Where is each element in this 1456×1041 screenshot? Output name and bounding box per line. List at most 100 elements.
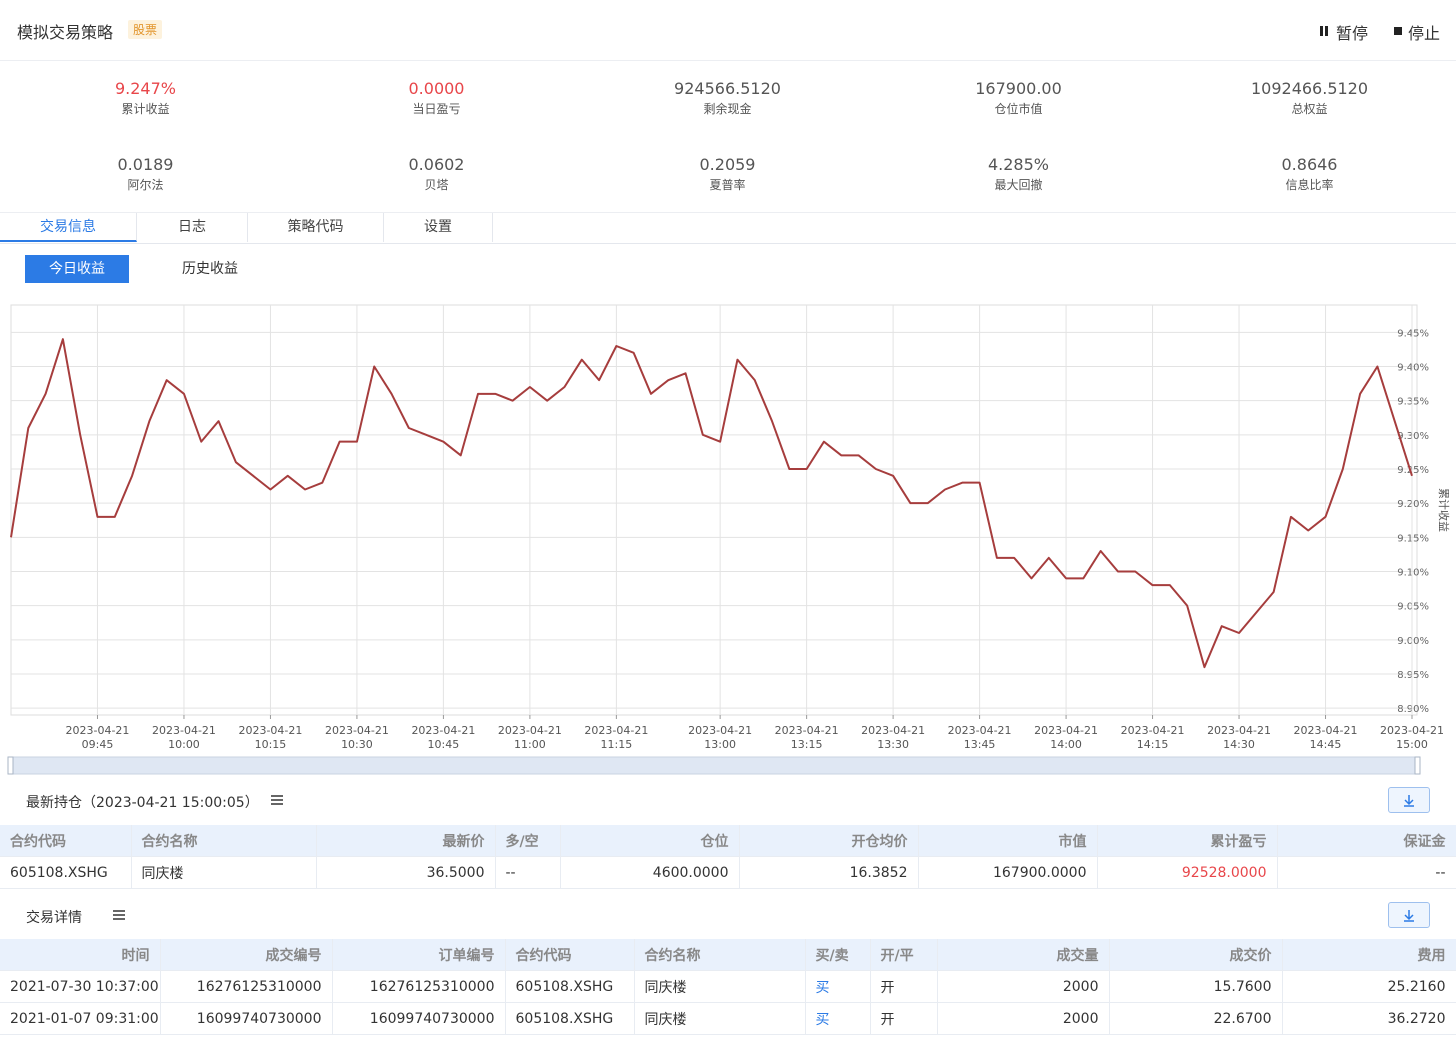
column-header: 仓位 [560, 825, 740, 857]
cell: 92528.0000 [1097, 856, 1278, 889]
column-header: 开/平 [870, 939, 938, 971]
cell: 同庆楼 [634, 970, 806, 1003]
y-tick-label: 9.40% [1397, 363, 1429, 374]
cell: -- [1277, 856, 1456, 889]
y-tick-label: 9.15% [1397, 533, 1429, 544]
zoom-slider[interactable] [7, 756, 1421, 775]
stop-button[interactable]: 停止 [1408, 24, 1441, 43]
stat-label: 贝塔 [424, 178, 449, 192]
stat-value: 0.2059 [699, 155, 756, 174]
stat-value: 0.0000 [408, 79, 465, 98]
chart: 8.90% 8.95% 9.00% 9.05% 9.10% 9.15% 9.20% 9.25%… [7, 304, 1451, 775]
cell: 22.6700 [1109, 1002, 1283, 1035]
y-tick-label: 8.90% [1397, 704, 1429, 715]
cell: 买 [805, 970, 871, 1003]
column-header: 订单编号 [332, 939, 506, 971]
tab[interactable]: 策略代码 [248, 213, 384, 242]
tab[interactable]: 日志 [137, 213, 248, 242]
x-tick-label: 2023-04-21 11:00 [498, 724, 562, 751]
cell: 36.5000 [316, 856, 496, 889]
x-tick-label: 2023-04-21 11:15 [584, 724, 648, 751]
column-header: 成交编号 [160, 939, 333, 971]
x-tick-label: 2023-04-21 14:45 [1294, 724, 1358, 751]
stat-value: 167900.00 [975, 79, 1062, 98]
column-header: 累计盈亏 [1097, 825, 1278, 857]
header-row: 时间 成交编号 订单编号 合约代码 合约名称 买/卖 开/平 成交量 成交价 费用 [0, 939, 1456, 971]
x-tick-label: 2023-04-21 13:30 [861, 724, 925, 751]
cell: 605108.XSHG [505, 970, 635, 1003]
stop-icon [1394, 27, 1402, 35]
row: 2021-07-30 10:37:00 16276125310000 1627612… [0, 970, 1456, 1003]
pause-icon [1320, 26, 1323, 36]
cell: 开 [870, 1002, 938, 1035]
y-tick-label: 9.35% [1397, 397, 1429, 408]
stat-label: 夏普率 [709, 178, 746, 192]
column-header: 成交量 [937, 939, 1110, 971]
y-tick-label: 9.30% [1397, 431, 1429, 442]
header-row: 合约代码 合约名称 最新价 多/空 仓位 开仓均价 市值 累计盈亏 保证金 [0, 825, 1456, 857]
y-tick-label: 9.10% [1397, 568, 1429, 579]
positions-title: 最新持仓（2023-04-21 15:00:05） [26, 795, 259, 811]
cell: 开 [870, 970, 938, 1003]
stat-value: 0.0189 [117, 155, 174, 174]
title: 模拟交易策略 [17, 23, 114, 42]
cell: 同庆楼 [634, 1002, 806, 1035]
cell: 买 [805, 1002, 871, 1035]
cell: 16276125310000 [160, 970, 333, 1003]
x-tick-label: 2023-04-21 10:00 [152, 724, 216, 751]
x-tick-label: 2023-04-21 14:15 [1121, 724, 1185, 751]
cell: 15.7600 [1109, 970, 1283, 1003]
zoom-handle[interactable] [1414, 756, 1421, 775]
cell: 同庆楼 [131, 856, 317, 889]
subtab-active[interactable]: 今日收益 [25, 255, 129, 283]
x-tick-label: 2023-04-21 10:45 [411, 724, 475, 751]
line [10, 338, 1413, 669]
download-button[interactable] [1388, 787, 1430, 813]
stat-label: 最大回撤 [994, 178, 1043, 192]
pause-button[interactable]: 暂停 [1336, 24, 1369, 43]
stat-value: 9.247% [114, 79, 176, 98]
stat-value: 4.285% [987, 155, 1049, 174]
cell: -- [495, 856, 561, 889]
cell: 2021-01-07 09:31:00 [0, 1002, 161, 1035]
y-tick-label: 9.05% [1397, 602, 1429, 613]
cell: 16.3852 [739, 856, 919, 889]
stat-label: 当日盈亏 [412, 102, 461, 116]
cell: 167900.0000 [918, 856, 1098, 889]
column-header: 费用 [1282, 939, 1456, 971]
cell: 36.2720 [1282, 1002, 1456, 1035]
cell: 2000 [937, 970, 1110, 1003]
cell: 16276125310000 [332, 970, 506, 1003]
stat-label: 阿尔法 [127, 178, 164, 192]
column-header: 合约代码 [0, 825, 132, 857]
positions-table: 合约代码 合约名称 最新价 多/空 仓位 开仓均价 市值 累计盈亏 保证金 605108.XSHG… [0, 825, 1456, 889]
x-tick-label: 2023-04-21 14:30 [1207, 724, 1271, 751]
column-header: 时间 [0, 939, 161, 971]
zoom-handle[interactable] [7, 756, 14, 775]
y-tick-label: 8.95% [1397, 670, 1429, 681]
stat-value: 924566.5120 [674, 79, 781, 98]
download-icon [1404, 910, 1414, 922]
list-icon[interactable] [113, 910, 125, 920]
row: 2021-01-07 09:31:00 16099740730000 1609974… [0, 1002, 1456, 1035]
column-header: 买/卖 [805, 939, 871, 971]
column-header: 保证金 [1277, 825, 1456, 857]
plot-frame [10, 304, 1418, 716]
download-button[interactable] [1388, 902, 1430, 928]
stat-value: 0.8646 [1281, 155, 1338, 174]
list-icon[interactable] [271, 795, 283, 805]
x-tick-label: 2023-04-21 09:45 [66, 724, 130, 751]
cell: 605108.XSHG [505, 1002, 635, 1035]
download-icon [1404, 795, 1414, 807]
column-header: 合约代码 [505, 939, 635, 971]
column-header: 合约名称 [634, 939, 806, 971]
cell: 25.2160 [1282, 970, 1456, 1003]
y-tick-label: 9.20% [1397, 499, 1429, 510]
subtab[interactable]: 历史收益 [182, 261, 238, 277]
cell: 605108.XSHG [0, 856, 132, 889]
tab[interactable]: 交易信息 [0, 213, 137, 242]
tab[interactable]: 设置 [384, 213, 493, 242]
trades-table: 时间 成交编号 订单编号 合约代码 合约名称 买/卖 开/平 成交量 成交价 费用 2021-07-… [0, 939, 1456, 1035]
stat-label: 总权益 [1291, 102, 1328, 116]
